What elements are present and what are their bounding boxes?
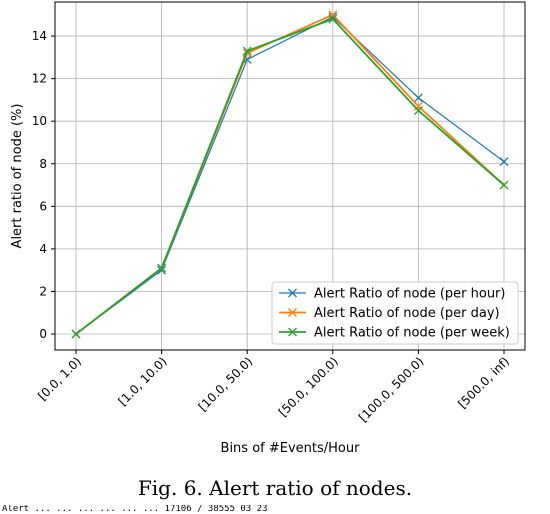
x-tick-label: [0.0, 1.0) — [35, 354, 84, 403]
legend-box — [271, 281, 519, 345]
legend-marker — [288, 308, 297, 317]
figure-caption: Fig. 6. Alert ratio of nodes. — [137, 476, 413, 500]
series-line — [75, 16, 505, 335]
x-tick-label: [100.0, 500.0) — [356, 354, 427, 425]
legend-marker — [288, 288, 297, 298]
page-footer-text: Alert ... ... ... ... ... ... 17106 / 38… — [2, 505, 268, 514]
x-tick-label: [500.0, inf) — [455, 354, 512, 411]
x-tick-label: [1.0, 10.0) — [115, 354, 169, 408]
y-tick-label: 4 — [39, 242, 47, 256]
y-tick-label: 2 — [39, 284, 47, 298]
x-tick-label: [10.0, 50.0) — [196, 354, 256, 414]
x-axis-label: Bins of #Events/Hour — [221, 441, 361, 456]
y-tick-label: 6 — [39, 199, 47, 213]
line-chart: 0 2 4 6 8 10 12 14 [0.0, 1.0) [1.0, 10.0) [10.0, … — [10, 1, 526, 456]
data-point-marker — [413, 106, 423, 116]
legend-entry-label: Alert Ratio of node (per week) — [314, 326, 510, 341]
data-point-marker — [499, 180, 509, 190]
data-point-marker — [328, 14, 338, 24]
legend: Alert Ratio of node (per hour) Alert Rati… — [271, 281, 519, 345]
x-tick-label: [50.0, 100.0) — [276, 354, 341, 419]
data-point-marker — [71, 329, 81, 339]
data-point-marker — [157, 263, 167, 273]
plot-area-frame — [54, 1, 526, 351]
y-tick-label: 14 — [32, 29, 47, 43]
series-line — [75, 18, 505, 335]
y-tick-label: 12 — [32, 72, 47, 86]
y-tick-label: 8 — [39, 157, 47, 171]
y-axis-ticks: 0 2 4 6 8 10 12 14 — [32, 29, 55, 341]
y-tick-label: 0 — [39, 327, 47, 341]
series-layer — [71, 10, 509, 339]
legend-marker — [288, 327, 297, 337]
y-tick-label: 10 — [32, 114, 47, 128]
y-axis-label: Alert ratio of node (%) — [10, 104, 25, 249]
data-point-marker — [413, 93, 423, 103]
data-point-marker — [157, 265, 167, 275]
legend-entry-label: Alert Ratio of node (per hour) — [314, 287, 505, 302]
x-axis-ticks: [0.0, 1.0) [1.0, 10.0) [10.0, 50.0) [50.0, … — [35, 350, 512, 425]
legend-entry-label: Alert Ratio of node (per day) — [314, 306, 500, 321]
data-point-marker — [242, 46, 252, 56]
data-point-marker — [499, 157, 509, 167]
data-point-marker — [328, 10, 338, 20]
